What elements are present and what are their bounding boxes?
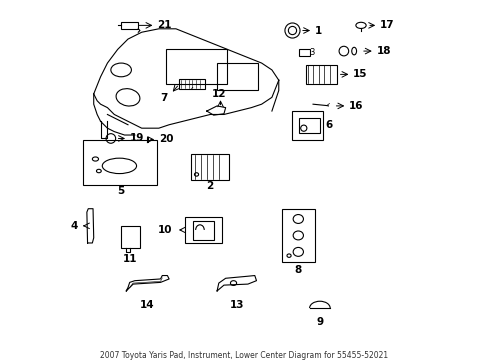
Text: 8: 8 — [294, 265, 301, 275]
Bar — [292, 111, 323, 140]
Text: 13: 13 — [229, 300, 244, 310]
Bar — [165, 49, 227, 84]
Text: 12: 12 — [211, 89, 225, 99]
Bar — [184, 217, 222, 243]
Text: 7: 7 — [160, 93, 167, 103]
Text: 2007 Toyota Yaris Pad, Instrument, Lower Center Diagram for 55455-52021: 2007 Toyota Yaris Pad, Instrument, Lower… — [100, 351, 388, 360]
Text: 10: 10 — [158, 225, 172, 235]
Text: 21: 21 — [157, 21, 171, 30]
Text: 2: 2 — [206, 181, 213, 191]
Bar — [217, 63, 258, 90]
Text: 4: 4 — [71, 221, 78, 231]
Bar — [83, 140, 157, 185]
Bar — [179, 79, 204, 89]
Text: 15: 15 — [352, 69, 367, 79]
Bar — [299, 118, 319, 133]
Text: 17: 17 — [379, 21, 394, 30]
Bar — [305, 65, 336, 84]
Text: 19: 19 — [129, 134, 144, 144]
Text: 1: 1 — [314, 26, 321, 36]
Bar — [121, 22, 138, 29]
Text: 6: 6 — [325, 121, 332, 130]
Bar — [282, 209, 314, 262]
Text: 5: 5 — [117, 186, 124, 197]
Text: 16: 16 — [348, 101, 363, 111]
Text: 14: 14 — [139, 300, 154, 310]
Text: 20: 20 — [159, 135, 173, 144]
Bar — [191, 154, 228, 180]
Text: 11: 11 — [123, 254, 137, 264]
Text: 18: 18 — [376, 46, 390, 56]
Text: 9: 9 — [316, 317, 323, 327]
Bar — [299, 49, 309, 56]
Bar — [193, 221, 213, 239]
Bar — [121, 226, 140, 248]
Text: 3: 3 — [309, 48, 314, 57]
